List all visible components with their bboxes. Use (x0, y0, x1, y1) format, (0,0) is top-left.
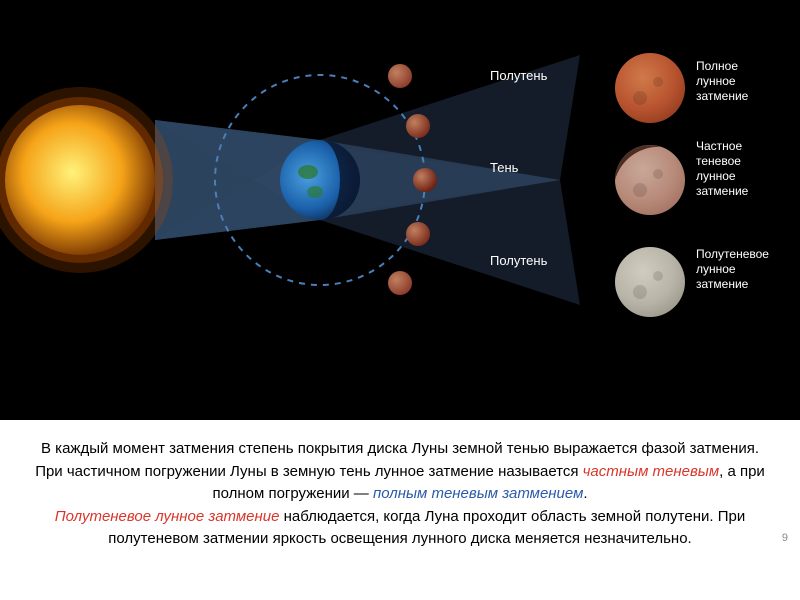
paragraph-1: В каждый момент затмения степень покрыти… (20, 438, 780, 461)
description-text: В каждый момент затмения степень покрыти… (0, 420, 800, 551)
diagram-svg: ПолутеньТеньПолутеньПолноелунноезатмение… (0, 0, 800, 420)
term-total: полным теневым затмением (373, 485, 583, 502)
svg-text:лунное: лунное (696, 262, 736, 276)
svg-text:Тень: Тень (490, 160, 519, 175)
page-number: 9 (782, 530, 788, 547)
svg-text:лунное: лунное (696, 169, 736, 183)
svg-text:Полутень: Полутень (490, 253, 548, 268)
paragraph-2: При частичном погружении Луны в земную т… (20, 461, 780, 506)
svg-text:затмение: затмение (696, 89, 749, 103)
term-penumbral: Полутеневое лунное затмение (55, 508, 280, 525)
svg-text:теневое: теневое (696, 154, 741, 168)
term-partial: частным теневым (583, 463, 719, 480)
svg-text:Частное: Частное (696, 139, 742, 153)
svg-text:Полное: Полное (696, 59, 738, 73)
paragraph-3: Полутеневое лунное затмение наблюдается,… (20, 506, 780, 551)
svg-text:лунное: лунное (696, 74, 736, 88)
eclipse-diagram: ПолутеньТеньПолутеньПолноелунноезатмение… (0, 0, 800, 420)
svg-text:затмение: затмение (696, 277, 749, 291)
svg-text:Полутеневое: Полутеневое (696, 247, 769, 261)
svg-text:Полутень: Полутень (490, 68, 548, 83)
svg-text:затмение: затмение (696, 184, 749, 198)
